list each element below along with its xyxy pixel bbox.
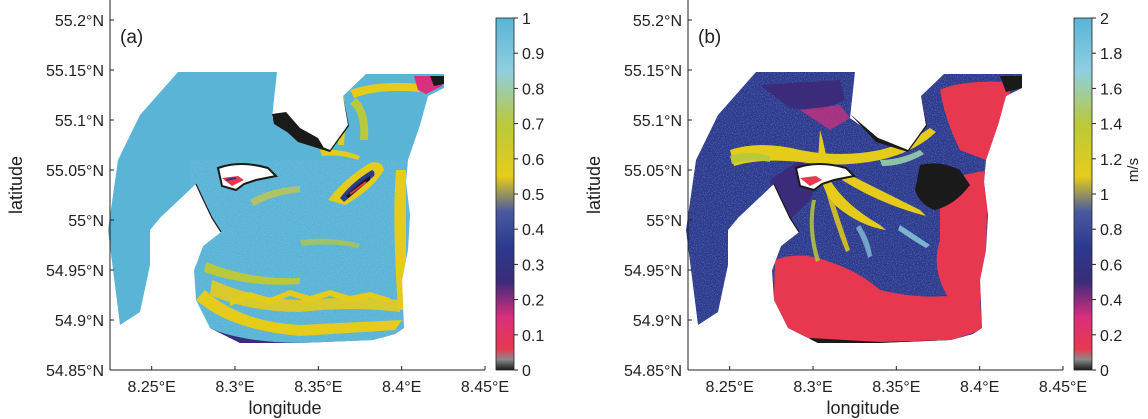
- x-tick-label: 8.45°E: [461, 379, 509, 396]
- colorbar-tick-label: 0.5: [522, 187, 544, 204]
- x-tick-label: 8.3°E: [793, 379, 832, 396]
- colorbar-tick-label: 1.8: [1100, 46, 1122, 63]
- x-tick-label: 8.25°E: [128, 379, 176, 396]
- y-tick-label: 55.05°N: [624, 163, 682, 180]
- y-tick-label: 54.9°N: [633, 313, 682, 330]
- panel-b-colorbar-unit: m/s: [1125, 158, 1142, 182]
- panel-b-label: (b): [698, 27, 721, 48]
- y-tick-label: 54.85°N: [46, 363, 104, 380]
- y-tick-label: 55.2°N: [55, 13, 104, 30]
- colorbar-tick-label: 1: [522, 11, 531, 28]
- panel-a-colorbar-ticks: 1 0.9 0.8 0.7 0.6 0.5 0.4 0.3 0.2 0.1 0: [514, 11, 544, 380]
- y-tick-label: 55°N: [68, 213, 104, 230]
- x-tick-label: 8.35°E: [872, 379, 920, 396]
- colorbar-tick-label: 0.6: [1100, 257, 1122, 274]
- y-tick-label: 55.15°N: [46, 63, 104, 80]
- y-tick-label: 54.95°N: [46, 263, 104, 280]
- panel-a-x-axis-label: longitude: [248, 398, 321, 418]
- y-tick-label: 54.85°N: [624, 363, 682, 380]
- panel-b: 8.25°E 8.3°E 8.35°E 8.4°E 8.45°E 55.2°N 55.15…: [584, 0, 1142, 418]
- panel-b-y-ticks: 55.2°N 55.15°N 55.1°N 55.05°N 55°N 54.95°N 54.…: [624, 13, 692, 380]
- colorbar-tick-label: 2: [1100, 11, 1109, 28]
- panel-b-x-ticks: 8.25°E 8.3°E 8.35°E 8.4°E 8.45°E: [706, 366, 1087, 396]
- panel-b-x-axis-label: longitude: [826, 398, 899, 418]
- colorbar-tick-label: 0.2: [522, 293, 544, 310]
- colorbar-tick-label: 0.6: [522, 152, 544, 169]
- y-tick-label: 54.9°N: [55, 313, 104, 330]
- y-tick-label: 55.15°N: [624, 63, 682, 80]
- colorbar-tick-label: 0: [1100, 363, 1109, 380]
- colorbar-tick-label: 1.4: [1100, 117, 1122, 134]
- panel-a-y-axis-label: latitude: [6, 156, 26, 214]
- x-tick-label: 8.3°E: [215, 379, 254, 396]
- x-tick-label: 8.4°E: [960, 379, 999, 396]
- x-tick-label: 8.35°E: [294, 379, 342, 396]
- colorbar-tick-label: 1.6: [1100, 81, 1122, 98]
- y-tick-label: 55.05°N: [46, 163, 104, 180]
- colorbar-tick-label: 1.2: [1100, 152, 1122, 169]
- panel-b-colorbar-ticks: 2 1.8 1.6 1.4 1.2 1 0.8 0.6 0.4 0.2 0: [1092, 11, 1122, 380]
- panel-b-colorbar: [1073, 17, 1093, 371]
- colorbar-tick-label: 0.9: [522, 46, 544, 63]
- y-tick-label: 55.1°N: [55, 113, 104, 130]
- panel-a-label: (a): [120, 27, 143, 48]
- y-tick-label: 55°N: [646, 213, 682, 230]
- y-tick-label: 54.95°N: [624, 263, 682, 280]
- panel-a-colorbar: [495, 17, 515, 371]
- colorbar-tick-label: 0.3: [522, 257, 544, 274]
- colorbar-tick-label: 0.7: [522, 117, 544, 134]
- panel-a-x-ticks: 8.25°E 8.3°E 8.35°E 8.4°E 8.45°E: [128, 366, 509, 396]
- panel-b-y-axis-label: latitude: [584, 156, 604, 214]
- colorbar-tick-label: 0.2: [1100, 328, 1122, 345]
- colorbar-tick-label: 0: [522, 363, 531, 380]
- panel-a: 8.25°E 8.3°E 8.35°E 8.4°E 8.45°E 55.2°N 55.15…: [6, 0, 544, 418]
- colorbar-tick-label: 0.1: [522, 328, 544, 345]
- y-tick-label: 55.1°N: [633, 113, 682, 130]
- colorbar-tick-label: 1: [1100, 187, 1109, 204]
- x-tick-label: 8.4°E: [382, 379, 421, 396]
- x-tick-label: 8.45°E: [1039, 379, 1087, 396]
- colorbar-tick-label: 0.4: [1100, 293, 1122, 310]
- colorbar-tick-label: 0.8: [522, 81, 544, 98]
- y-tick-label: 55.2°N: [633, 13, 682, 30]
- colorbar-tick-label: 0.4: [522, 222, 544, 239]
- panel-a-y-ticks: 55.2°N 55.15°N 55.1°N 55.05°N 55°N 54.95°N 54.…: [46, 13, 114, 380]
- colorbar-tick-label: 0.8: [1100, 222, 1122, 239]
- x-tick-label: 8.25°E: [706, 379, 754, 396]
